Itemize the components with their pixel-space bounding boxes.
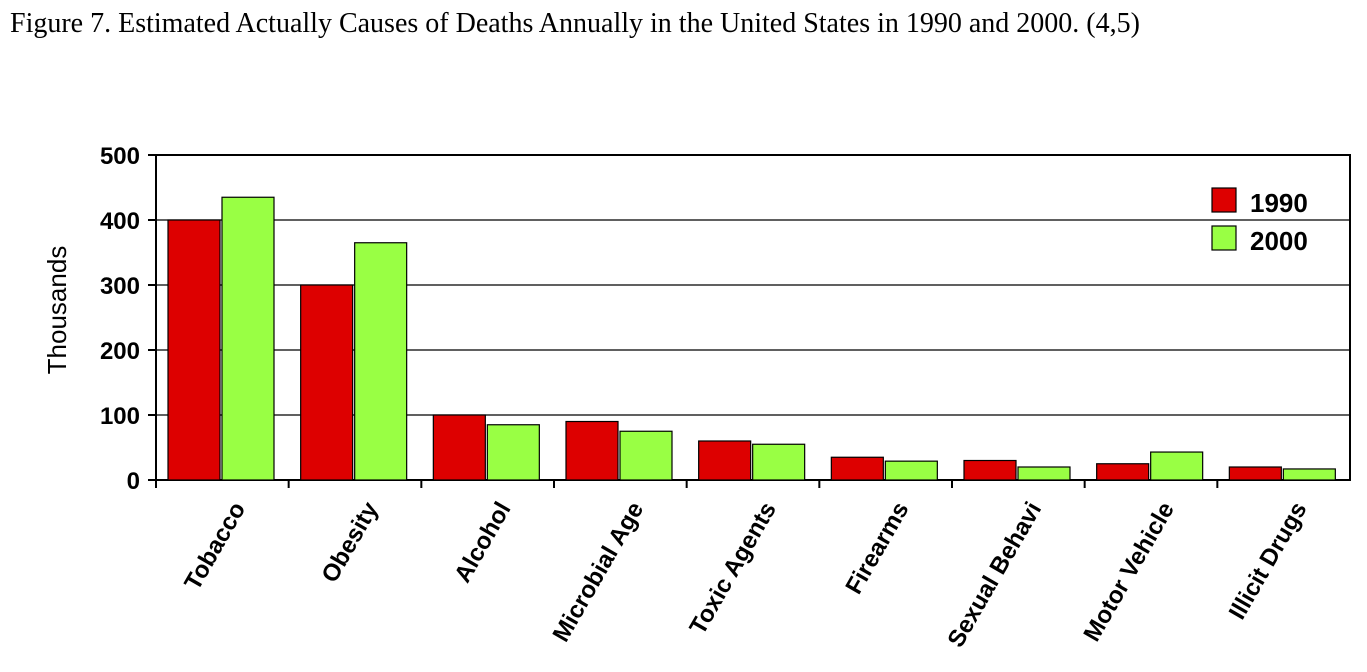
y-tick-label: 400 (100, 208, 140, 235)
x-category-label: Sexual Behavi (942, 498, 1047, 652)
x-category-label: Microbial Age (548, 498, 650, 647)
bar-2000-illicit-drugs (1282, 468, 1336, 481)
y-tick-label: 300 (100, 273, 140, 300)
legend-swatch-2000 (1211, 225, 1237, 251)
y-tick-label: 100 (100, 403, 140, 430)
x-category-label: Tobacco (179, 498, 251, 595)
y-tick-label: 0 (127, 468, 140, 495)
bar-1990-microbial-age (565, 420, 619, 481)
legend-label-2000: 2000 (1250, 226, 1308, 256)
bar-1990-illicit-drugs (1228, 466, 1282, 481)
bar-2000-motor-vehicle (1150, 451, 1204, 481)
y-axis-ticks: 0 100 200 300 400 500 (100, 143, 156, 495)
bar-1990-sexual-behavi (963, 459, 1017, 481)
bar-2000-firearms (884, 460, 938, 481)
x-category-label: Illicit Drugs (1224, 498, 1313, 625)
bar-2000-sexual-behavi (1017, 466, 1071, 481)
bars-group (167, 196, 1336, 481)
legend-swatch-1990 (1211, 187, 1237, 213)
x-category-label: Obesity (316, 497, 384, 587)
bar-1990-tobacco (167, 219, 221, 481)
x-category-label: Motor Vehicle (1078, 498, 1179, 647)
bar-1990-alcohol (432, 414, 486, 481)
legend: 1990 2000 (1211, 187, 1308, 256)
y-tick-label: 500 (100, 143, 140, 170)
bar-1990-motor-vehicle (1096, 463, 1150, 481)
bar-1990-obesity (300, 284, 354, 481)
bar-1990-firearms (830, 456, 884, 481)
bar-2000-tobacco (221, 196, 275, 481)
x-axis-labels: Tobacco Obesity Alcohol Microbial Age Toxic … (155, 480, 1313, 652)
x-category-label: Alcohol (449, 498, 516, 588)
x-category-label: Toxic Agents (684, 498, 781, 640)
y-axis-title: Thousands (42, 246, 72, 375)
figure-caption: Figure 7. Estimated Actually Causes of D… (10, 8, 1140, 39)
bar-1990-toxic-agents (698, 440, 752, 481)
legend-label-1990: 1990 (1250, 188, 1308, 218)
bar-2000-alcohol (486, 424, 540, 481)
y-tick-label: 200 (100, 338, 140, 365)
x-category-label: Firearms (840, 498, 914, 599)
bar-2000-obesity (354, 242, 408, 481)
bar-2000-microbial-age (619, 430, 673, 481)
bar-2000-toxic-agents (752, 443, 806, 481)
